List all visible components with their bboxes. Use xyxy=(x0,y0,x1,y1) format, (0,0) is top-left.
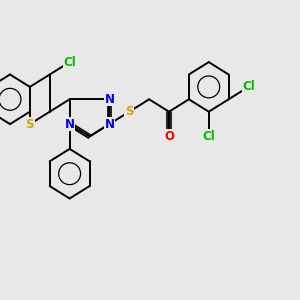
Text: Cl: Cl xyxy=(63,56,76,69)
Text: N: N xyxy=(64,118,75,130)
Text: N: N xyxy=(104,118,114,130)
Text: Cl: Cl xyxy=(242,80,255,93)
Text: S: S xyxy=(26,118,34,130)
Text: S: S xyxy=(125,105,134,118)
Text: N: N xyxy=(104,93,114,106)
Text: Cl: Cl xyxy=(202,130,215,143)
Text: O: O xyxy=(164,130,174,143)
